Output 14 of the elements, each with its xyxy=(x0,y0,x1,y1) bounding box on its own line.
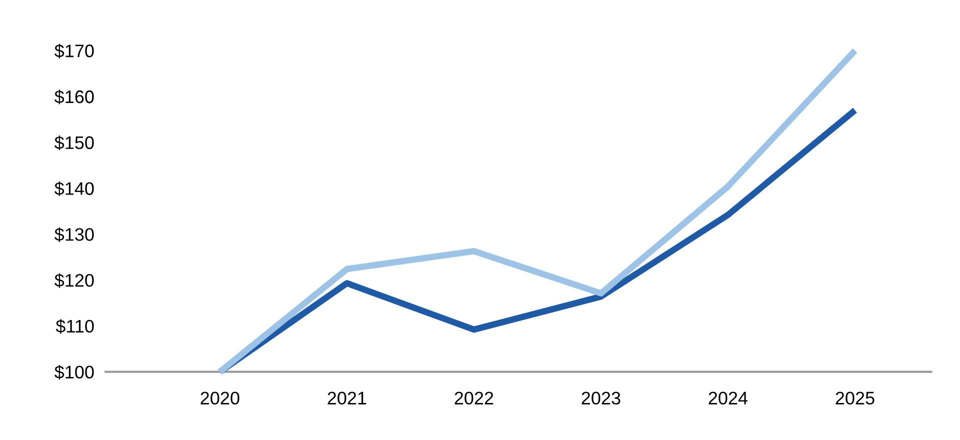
x-tick-label: 2025 xyxy=(836,392,874,405)
x-tick-label: 2021 xyxy=(328,392,366,405)
y-tick-label: $110 xyxy=(56,319,94,334)
x-tick-label: 2020 xyxy=(200,392,240,405)
y-tick-label: $160 xyxy=(54,90,94,104)
y-tick-label: $170 xyxy=(54,44,94,58)
y-tick-label: $120 xyxy=(54,273,94,288)
x-tick-label: 2024 xyxy=(708,392,748,405)
x-tick-label: 2023 xyxy=(582,392,620,405)
y-tick-label: $140 xyxy=(54,181,94,196)
y-tick-label: $130 xyxy=(54,227,94,242)
y-tick-label: $150 xyxy=(54,136,94,150)
y-tick-label: $100 xyxy=(54,364,94,380)
x-tick-label: 2022 xyxy=(454,392,494,405)
